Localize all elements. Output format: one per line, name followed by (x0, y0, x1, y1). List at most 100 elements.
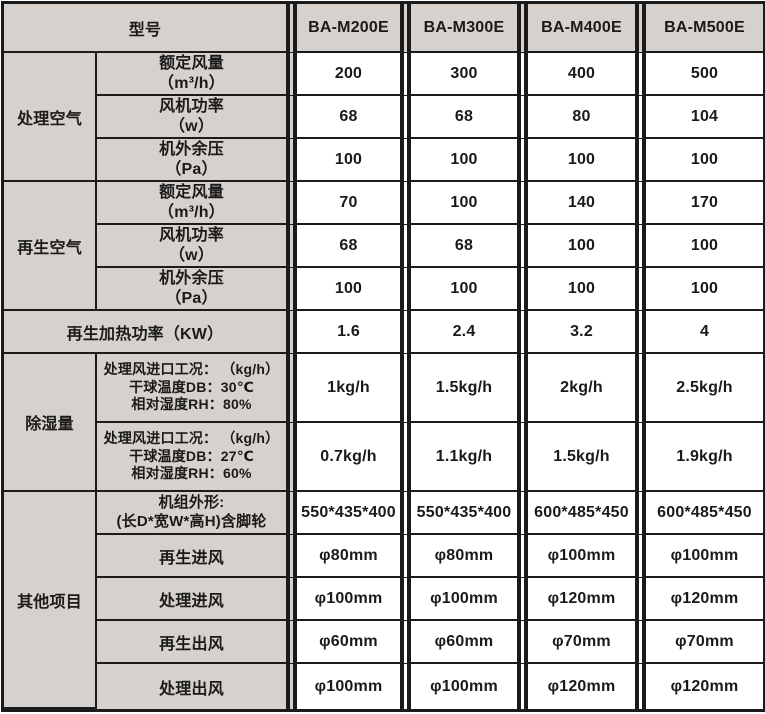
condition-label: 处理风进口工况： （kg/h） 干球温度DB：27℃ 相对湿度RH：60% (97, 423, 297, 492)
spec-label-line: 风机功率 (159, 226, 224, 244)
spec-label-line: 额定风量 (159, 183, 224, 201)
spec-label-line: (长D*宽W*高H)含脚轮 (116, 512, 267, 530)
table-row: 机外余压 （Pa） 100 100 100 100 (4, 139, 763, 182)
spec-label-line: 机外余压 (159, 140, 224, 158)
spec-value: 100 (646, 225, 763, 268)
spec-label: 额定风量 （m³/h） (97, 53, 297, 96)
spec-value: 68 (411, 225, 528, 268)
model-name: BA-M500E (646, 4, 763, 53)
spec-label: 机外余压 （Pa） (97, 139, 297, 182)
spec-value: φ120mm (528, 578, 646, 621)
spec-value: 1.5kg/h (411, 354, 528, 423)
spec-value: 100 (528, 225, 646, 268)
spec-value: φ100mm (297, 578, 411, 621)
spec-value: 550*435*400 (297, 492, 411, 535)
spec-value: φ100mm (411, 578, 528, 621)
spec-value: φ100mm (411, 664, 528, 709)
spec-label-line: 额定风量 (159, 54, 224, 72)
spec-value: φ120mm (528, 664, 646, 709)
spec-value: 100 (528, 139, 646, 182)
group-label-regen-air: 再生空气 (4, 182, 97, 311)
condition-line: 干球温度DB：30℃ (129, 378, 254, 395)
spec-label: 机外余压 （Pa） (97, 268, 297, 311)
spec-label: 处理进风 (97, 578, 297, 621)
condition-label: 处理风进口工况： （kg/h） 干球温度DB：30℃ 相对湿度RH：80% (97, 354, 297, 423)
spec-value: 600*485*450 (528, 492, 646, 535)
spec-label: 风机功率 （w） (97, 225, 297, 268)
spec-label: 机组外形: (长D*宽W*高H)含脚轮 (97, 492, 297, 535)
spec-value: 600*485*450 (646, 492, 763, 535)
spec-value: φ70mm (528, 621, 646, 664)
spec-label-line: （m³/h） (158, 203, 225, 221)
group-label-dehumid-capacity: 除湿量 (4, 354, 97, 492)
spec-value: 1.1kg/h (411, 423, 528, 492)
spec-label: 再生进风 (97, 535, 297, 578)
spec-label: 处理出风 (97, 664, 297, 709)
spec-value: 68 (297, 96, 411, 139)
spec-value: 4 (646, 311, 763, 354)
spec-value: 100 (528, 268, 646, 311)
spec-value: 68 (297, 225, 411, 268)
spec-value: 550*435*400 (411, 492, 528, 535)
spec-value: 104 (646, 96, 763, 139)
group-label-other-items: 其他项目 (4, 492, 97, 709)
table-row: 处理出风 φ100mm φ100mm φ120mm φ120mm (4, 664, 763, 709)
table-row: 处理空气 额定风量 （m³/h） 200 300 400 500 (4, 53, 763, 182)
table-header-row: 型号 BA-M200E BA-M300E BA-M400E BA-M500E (4, 4, 763, 53)
spec-label: 风机功率 （w） (97, 96, 297, 139)
condition-line: 处理风进口工况： （kg/h） (103, 430, 280, 447)
spec-label-line: （Pa） (165, 289, 218, 307)
table-row: 处理进风 φ100mm φ100mm φ120mm φ120mm (4, 578, 763, 621)
spec-value: φ60mm (297, 621, 411, 664)
table-row: 再生加热功率（KW） 1.6 2.4 3.2 4 (4, 311, 763, 354)
table-row: 再生出风 φ60mm φ60mm φ70mm φ70mm (4, 621, 763, 664)
spec-label: 再生出风 (97, 621, 297, 664)
spec-label-line: （w） (168, 117, 215, 135)
spec-label-line: （m³/h） (158, 74, 225, 92)
condition-line: 相对湿度RH：60% (131, 465, 252, 482)
spec-value: 70 (297, 182, 411, 225)
spec-value: 2.5kg/h (646, 354, 763, 423)
heater-power-label: 再生加热功率（KW） (4, 311, 297, 354)
spec-value: 100 (411, 182, 528, 225)
spec-value: φ100mm (528, 535, 646, 578)
spec-label-line: （Pa） (165, 160, 218, 178)
table-row: 风机功率 （w） 68 68 80 104 (4, 96, 763, 139)
spec-value: 0.7kg/h (297, 423, 411, 492)
spec-value: 1.9kg/h (646, 423, 763, 492)
model-name: BA-M200E (297, 4, 411, 53)
spec-value: φ70mm (646, 621, 763, 664)
spec-value: φ80mm (411, 535, 528, 578)
spec-value: φ80mm (297, 535, 411, 578)
condition-line: 干球温度DB：27℃ (129, 447, 254, 464)
spec-value: 2kg/h (528, 354, 646, 423)
spec-value: 200 (297, 53, 411, 96)
spec-value: 1.6 (297, 311, 411, 354)
spec-value: 3.2 (528, 311, 646, 354)
spec-value: 100 (297, 268, 411, 311)
spec-value: 100 (411, 139, 528, 182)
spec-value: 1kg/h (297, 354, 411, 423)
condition-line: 处理风进口工况： （kg/h） (103, 361, 280, 378)
spec-value: 100 (411, 268, 528, 311)
model-name: BA-M300E (411, 4, 528, 53)
spec-label-line: 机外余压 (159, 269, 224, 287)
spec-value: 80 (528, 96, 646, 139)
spec-value: 2.4 (411, 311, 528, 354)
spec-value: 300 (411, 53, 528, 96)
spec-value: 1.5kg/h (528, 423, 646, 492)
model-col-header: 型号 (4, 4, 297, 53)
spec-label: 额定风量 （m³/h） (97, 182, 297, 225)
spec-label-line: 风机功率 (159, 97, 224, 115)
condition-line: 相对湿度RH：80% (131, 396, 252, 413)
table-row: 风机功率 （w） 68 68 100 100 (4, 225, 763, 268)
table-row: 机外余压 （Pa） 100 100 100 100 (4, 268, 763, 311)
spec-value: φ120mm (646, 578, 763, 621)
spec-value: 400 (528, 53, 646, 96)
spec-value: 100 (646, 268, 763, 311)
spec-label-line: （w） (168, 246, 215, 264)
model-name: BA-M400E (528, 4, 646, 53)
spec-value: 100 (646, 139, 763, 182)
spec-value: 140 (528, 182, 646, 225)
